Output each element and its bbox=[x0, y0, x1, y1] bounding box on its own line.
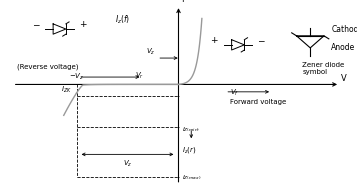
Text: Anode: Anode bbox=[331, 43, 356, 52]
Text: $-$: $-$ bbox=[257, 35, 266, 44]
Text: $I_z(r)$: $I_z(r)$ bbox=[182, 145, 196, 155]
Text: $I_{Z(max)}$: $I_{Z(max)}$ bbox=[182, 174, 201, 182]
Text: $I_{ZK}$: $I_{ZK}$ bbox=[61, 85, 72, 95]
Text: V: V bbox=[341, 74, 347, 83]
Text: $I_z(f)$: $I_z(f)$ bbox=[115, 13, 130, 26]
Text: $I_{Z(min)}$: $I_{Z(min)}$ bbox=[182, 125, 200, 134]
Text: Forward voltage: Forward voltage bbox=[230, 99, 286, 105]
Text: $V_r$: $V_r$ bbox=[135, 71, 145, 81]
Text: $V_f$: $V_f$ bbox=[230, 88, 238, 98]
Text: Zener diode
symbol: Zener diode symbol bbox=[302, 62, 345, 75]
Text: Cathode: Cathode bbox=[331, 25, 357, 34]
Text: (Reverse voltage): (Reverse voltage) bbox=[17, 63, 79, 70]
Text: I: I bbox=[181, 0, 183, 4]
Text: $+$: $+$ bbox=[79, 19, 87, 29]
Text: $V_z$: $V_z$ bbox=[123, 158, 132, 169]
Text: $V_z$: $V_z$ bbox=[146, 47, 155, 57]
Text: $+$: $+$ bbox=[210, 35, 219, 45]
Text: $-V_z$: $-V_z$ bbox=[69, 72, 84, 82]
Text: $-$: $-$ bbox=[32, 19, 40, 28]
